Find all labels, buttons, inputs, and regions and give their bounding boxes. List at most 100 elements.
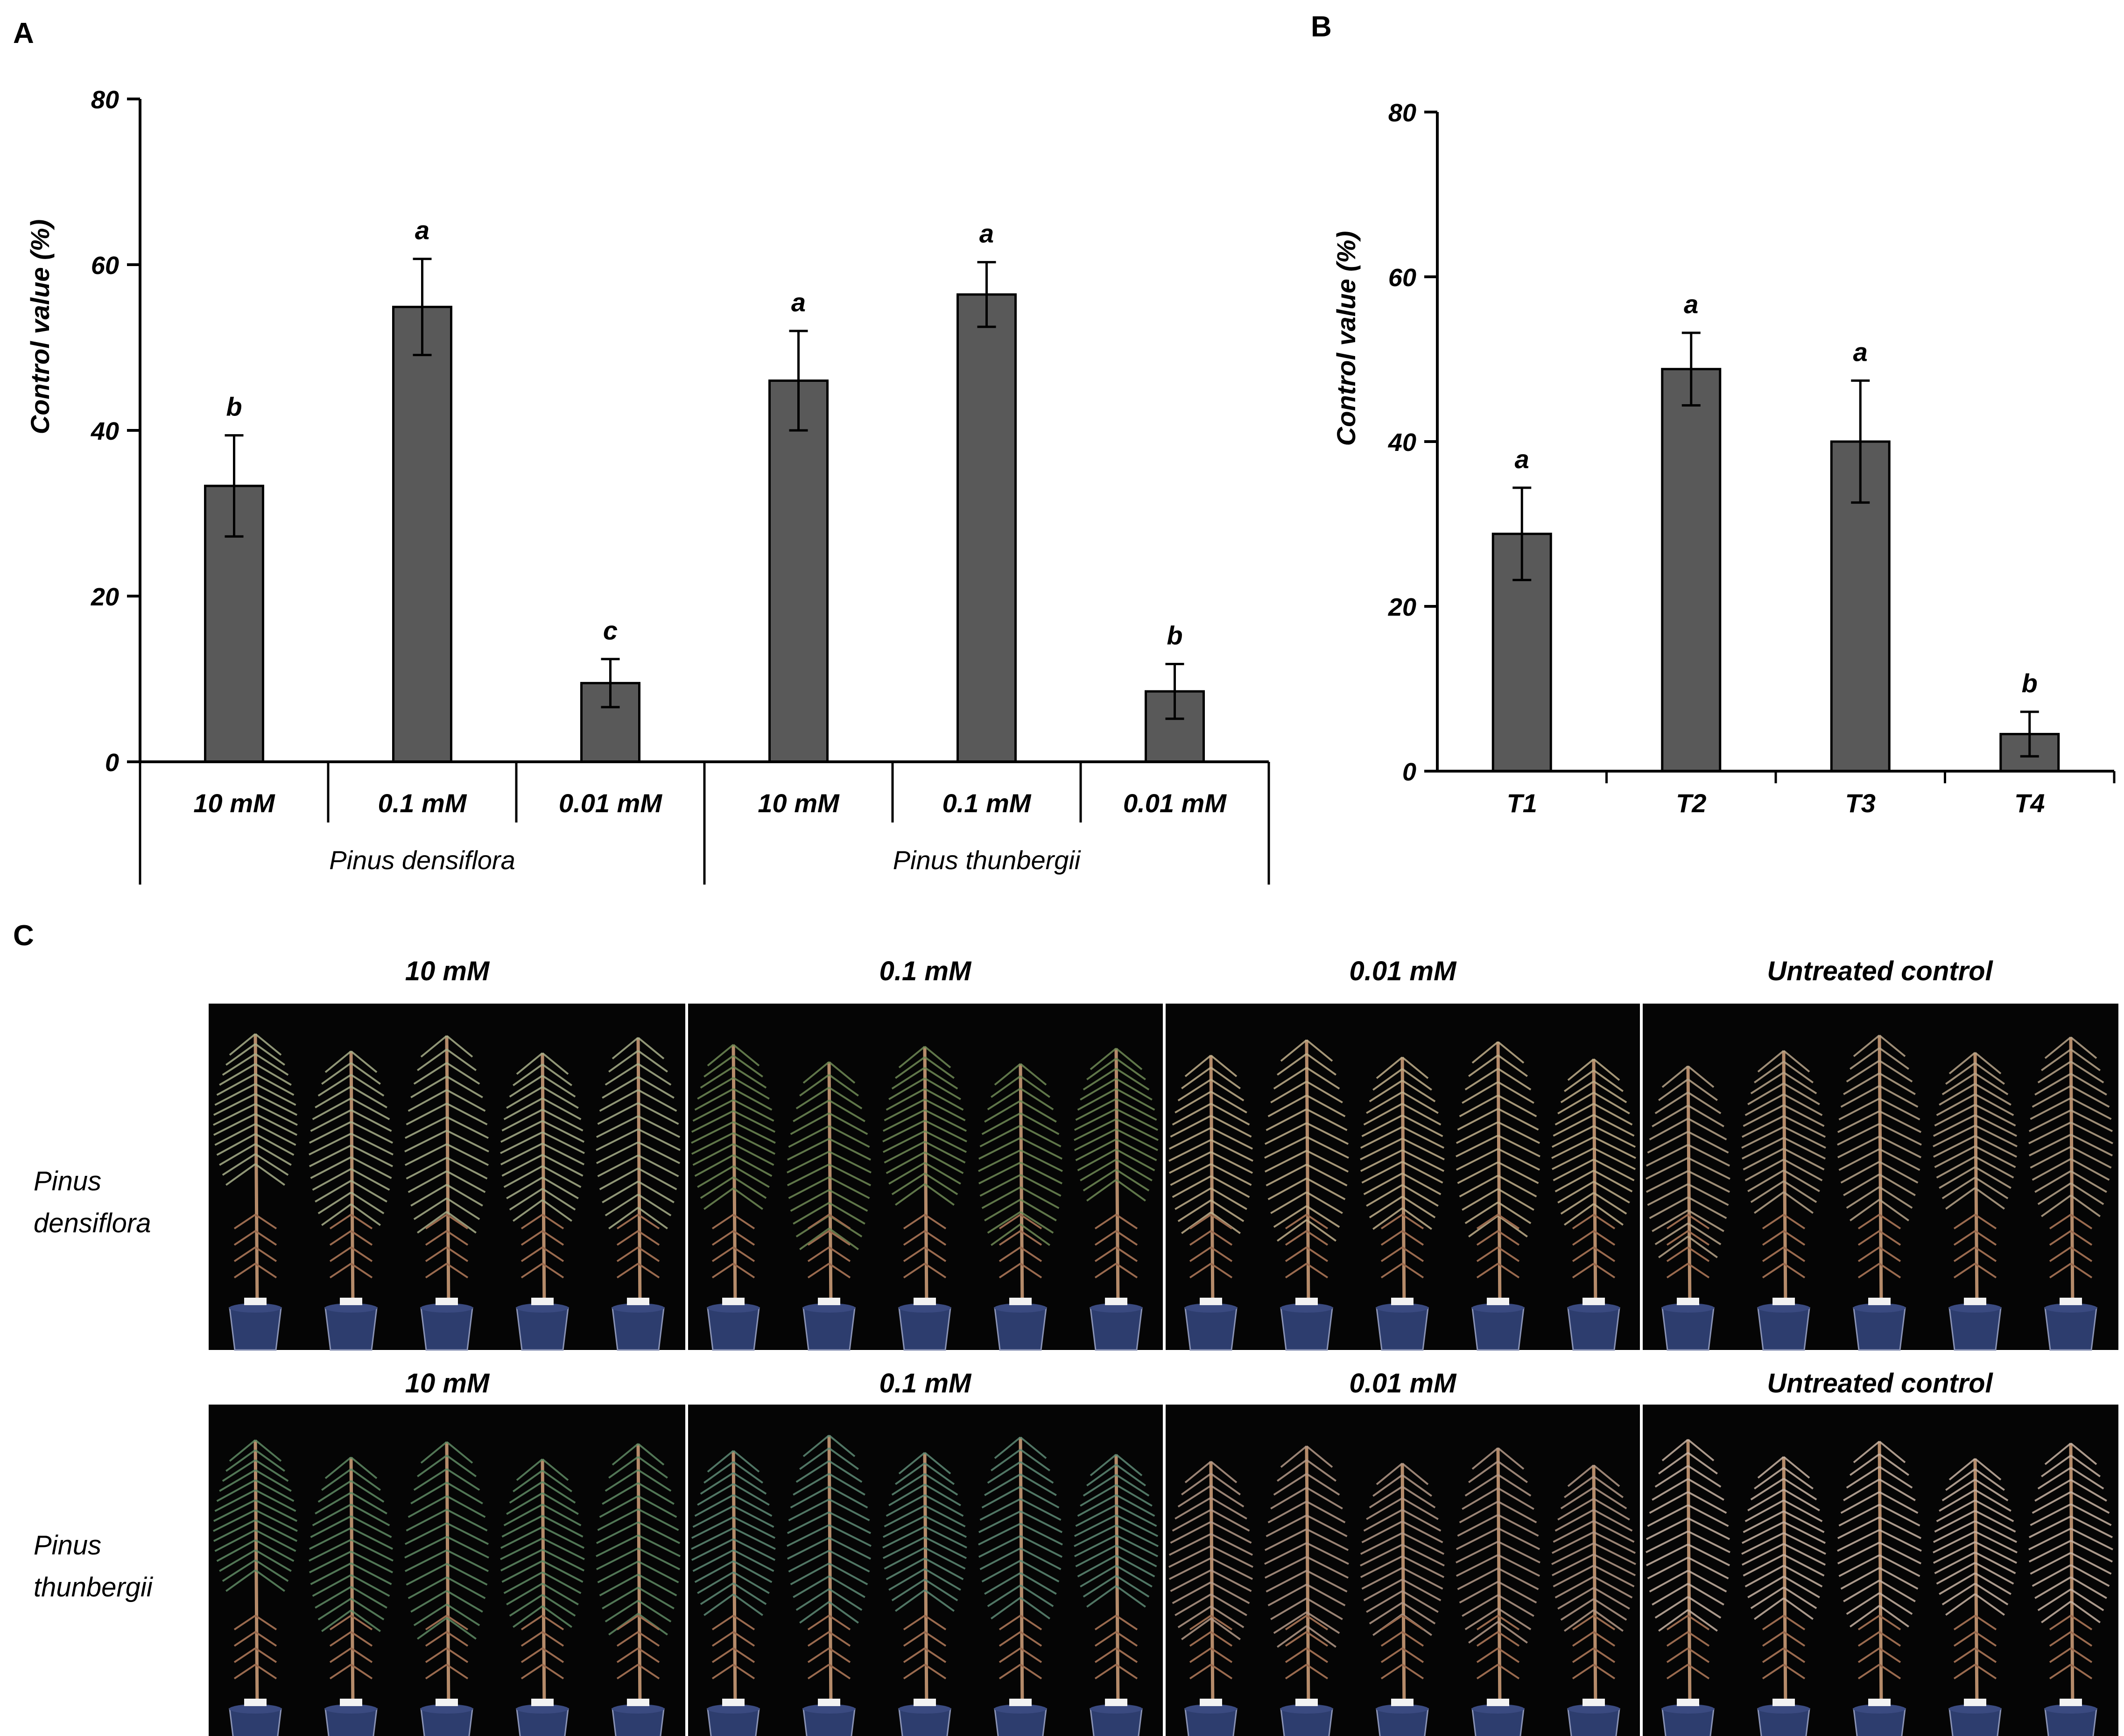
seedling-stem — [253, 1440, 259, 1709]
seedling-needles — [886, 1557, 925, 1581]
seedling-needles — [637, 1263, 660, 1279]
seedling-needles — [1168, 1557, 1211, 1580]
seedling-tag — [818, 1298, 840, 1305]
seedling-needles — [981, 1186, 1021, 1209]
seedling-needles — [1476, 1664, 1499, 1680]
seedling-needles — [254, 1214, 277, 1230]
seedling-needles — [1750, 1180, 1785, 1203]
seedling-needles — [1181, 1473, 1212, 1496]
seedling-needles — [542, 1515, 584, 1538]
seedling-needles — [987, 1088, 1021, 1110]
seedling-needles — [888, 1077, 926, 1100]
seedling-needles — [1498, 1134, 1540, 1158]
seedling-needles — [924, 1631, 947, 1647]
seedling-needles — [1306, 1219, 1336, 1242]
seedling-pot-rim — [1376, 1303, 1428, 1313]
seedling-needles — [309, 1539, 352, 1562]
seedling-needles — [1783, 1061, 1814, 1083]
seedling-needles — [1267, 1500, 1307, 1524]
seedling-pot — [1757, 1307, 1810, 1351]
seedling-needles — [1974, 1072, 2009, 1096]
seedling-needles — [2028, 1121, 2071, 1145]
seedling-needles — [255, 1103, 298, 1126]
seedling-needles — [309, 1121, 352, 1144]
seedling-needles — [1020, 1100, 1057, 1123]
seedling-needles — [1402, 1520, 1443, 1544]
seedling-needles — [599, 1495, 639, 1518]
seedling-needles — [1687, 1439, 1715, 1462]
seedling-needles — [1077, 1554, 1117, 1578]
seedling-needles — [602, 1181, 639, 1203]
seedling-needles — [1649, 1196, 1688, 1219]
seedling-needles — [233, 1615, 256, 1631]
seedling-needles — [691, 1132, 734, 1155]
seedling-needles — [828, 1099, 865, 1123]
seedling-needles — [2037, 1182, 2072, 1205]
seedling-needles — [903, 1647, 926, 1663]
seedling-needles — [1476, 1615, 1499, 1631]
seedling-pot — [1184, 1307, 1238, 1351]
seedling-needles — [1175, 1090, 1212, 1114]
seedling-needles — [324, 1050, 352, 1073]
seedling-needles — [317, 1074, 352, 1097]
seedling-stem — [731, 1450, 737, 1709]
seedling-needles — [1975, 1551, 2016, 1574]
seedling-needles — [795, 1460, 830, 1483]
seedling-needles — [1750, 1586, 1785, 1609]
seedling-needles — [1948, 1052, 1976, 1075]
seedling-needles — [882, 1109, 925, 1132]
seedling-needles — [2070, 1564, 2110, 1587]
seedling-needles — [1273, 1473, 1308, 1496]
seedling-needles — [1170, 1163, 1211, 1186]
seedling-needles — [638, 1547, 681, 1570]
seedling-needles — [1285, 1631, 1308, 1647]
seedling-needles — [1666, 1214, 1689, 1230]
seedling-needles — [1401, 1214, 1424, 1230]
seedling-needles — [978, 1535, 1021, 1558]
seedling-needles — [1783, 1647, 1806, 1663]
seedling-needles — [979, 1498, 1021, 1521]
seedling-needles — [732, 1631, 755, 1647]
seedling-needles — [425, 1647, 448, 1663]
seedling-needles — [329, 1615, 352, 1631]
seedling-needles — [1168, 1533, 1211, 1556]
seedling-needles — [1687, 1631, 1710, 1647]
seedling-needles — [807, 1214, 830, 1230]
seedling-needles — [1172, 1509, 1211, 1532]
seedling-needles — [1476, 1214, 1499, 1230]
seedling-needles — [707, 1450, 734, 1473]
seedling-tag — [244, 1298, 267, 1305]
seedling-needles — [1879, 1097, 1920, 1121]
seedling-needles — [703, 1055, 734, 1078]
seedling-needles — [1593, 1664, 1616, 1680]
seedling-needles — [542, 1097, 582, 1120]
seedling-needles — [1857, 1615, 1880, 1631]
seedling-needles — [1369, 1080, 1403, 1103]
seedling-needles — [1497, 1188, 1534, 1211]
seedling-needles — [1468, 1621, 1499, 1644]
seedling-needles — [703, 1593, 734, 1616]
seedling-needles — [1878, 1664, 1901, 1680]
seedling-needles — [1306, 1039, 1333, 1062]
seedling-needles — [446, 1509, 488, 1532]
seedling-needles — [309, 1550, 352, 1574]
seedling-needles — [1210, 1054, 1238, 1077]
seedling-needles — [1498, 1554, 1540, 1577]
category-label: T4 — [2014, 788, 2045, 818]
seedling-needles — [1456, 1554, 1498, 1577]
seedling-needles — [828, 1447, 859, 1470]
seedling-needles — [1687, 1078, 1718, 1101]
seedling-needles — [214, 1489, 256, 1512]
seedling-needles — [1974, 1214, 1997, 1230]
seedling-needles — [1936, 1562, 1976, 1585]
seedling-needles — [1497, 1615, 1520, 1631]
seedling-needles — [1687, 1647, 1710, 1663]
seedling-needles — [1593, 1125, 1636, 1148]
seedling-needles — [1306, 1445, 1333, 1468]
seedling-needles — [787, 1524, 830, 1547]
seedling-needles — [1210, 1067, 1241, 1089]
seedling-needles — [1020, 1075, 1050, 1098]
seedling-needles — [637, 1631, 660, 1647]
seedling-needles — [351, 1109, 392, 1132]
seedling-needles — [1741, 1137, 1784, 1160]
